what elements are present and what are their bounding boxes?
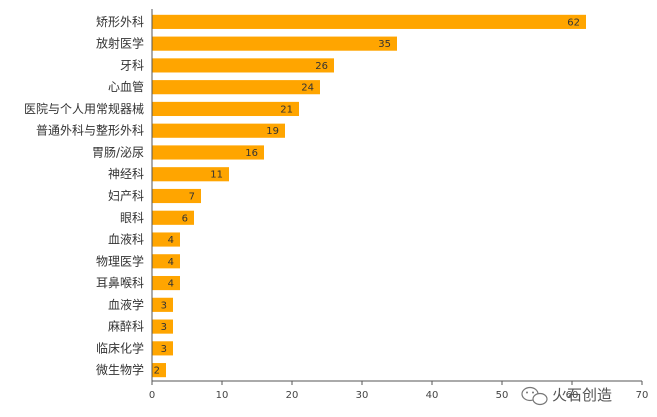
bar — [152, 14, 586, 29]
data-label: 11 — [210, 170, 223, 181]
bar — [152, 123, 285, 138]
bar — [152, 232, 180, 247]
category-label: 放射医学 — [96, 36, 144, 51]
category-label: 麻醉科 — [108, 319, 144, 334]
x-tick-label: 10 — [216, 390, 229, 401]
watermark-text: 火石创造 — [552, 386, 612, 404]
x-axis-ticks: 0 10 20 30 40 50 60 70 — [149, 381, 649, 401]
bar — [152, 363, 166, 378]
category-label: 普通外科与整形外科 — [36, 123, 144, 138]
data-label: 62 — [567, 17, 580, 28]
data-label: 4 — [168, 235, 174, 246]
category-label: 耳鼻喉科 — [96, 275, 144, 290]
category-label: 神经科 — [108, 167, 144, 181]
data-label: 2 — [154, 366, 160, 377]
x-tick-label: 50 — [496, 390, 509, 401]
category-label: 牙科 — [120, 58, 144, 72]
bar — [152, 297, 173, 312]
bar — [152, 145, 264, 160]
data-label: 3 — [161, 300, 167, 311]
data-label: 6 — [182, 213, 188, 224]
category-label: 医院与个人用常规器械 — [24, 101, 144, 116]
bar — [152, 80, 320, 95]
data-label: 7 — [189, 192, 195, 203]
bar — [152, 101, 299, 117]
data-label: 26 — [315, 61, 328, 72]
category-label: 微生物学 — [96, 362, 144, 377]
x-tick-label: 0 — [149, 390, 155, 401]
category-label: 眼科 — [120, 211, 144, 225]
x-tick-label: 40 — [426, 390, 439, 401]
category-label: 胃肠/泌尿 — [92, 145, 144, 159]
bar — [152, 188, 201, 204]
category-labels: 矫形外科放射医学牙科心血管医院与个人用常规器械普通外科与整形外科胃肠/泌尿神经科… — [24, 14, 144, 377]
category-label: 临床化学 — [96, 340, 144, 355]
data-label: 21 — [280, 104, 293, 115]
bar — [152, 167, 229, 182]
bar — [152, 254, 180, 269]
data-label: 4 — [168, 279, 174, 290]
x-tick-label: 70 — [636, 390, 649, 401]
category-label: 心血管 — [108, 79, 144, 94]
data-label: 19 — [266, 126, 279, 137]
category-label: 血液科 — [108, 232, 144, 247]
bar — [152, 36, 397, 51]
data-label: 3 — [161, 344, 167, 355]
bar — [152, 319, 173, 334]
data-label: 16 — [245, 148, 258, 159]
bar — [152, 210, 194, 225]
bar — [152, 275, 180, 291]
category-label: 血液学 — [108, 297, 144, 312]
category-label: 物理医学 — [96, 253, 144, 268]
x-tick-label: 20 — [286, 390, 299, 401]
bar — [152, 58, 334, 73]
bar — [152, 341, 173, 356]
watermark: 火石创造 — [521, 386, 612, 406]
category-label: 矫形外科 — [96, 14, 144, 29]
x-tick-label: 60 — [566, 390, 579, 401]
data-label: 3 — [161, 322, 167, 333]
bars-group — [152, 14, 586, 378]
wechat-icon — [521, 386, 548, 406]
data-label: 35 — [378, 39, 391, 50]
data-label: 4 — [168, 257, 174, 268]
category-label: 妇产科 — [108, 189, 144, 203]
x-tick-label: 30 — [356, 390, 369, 401]
data-label: 24 — [301, 83, 314, 94]
